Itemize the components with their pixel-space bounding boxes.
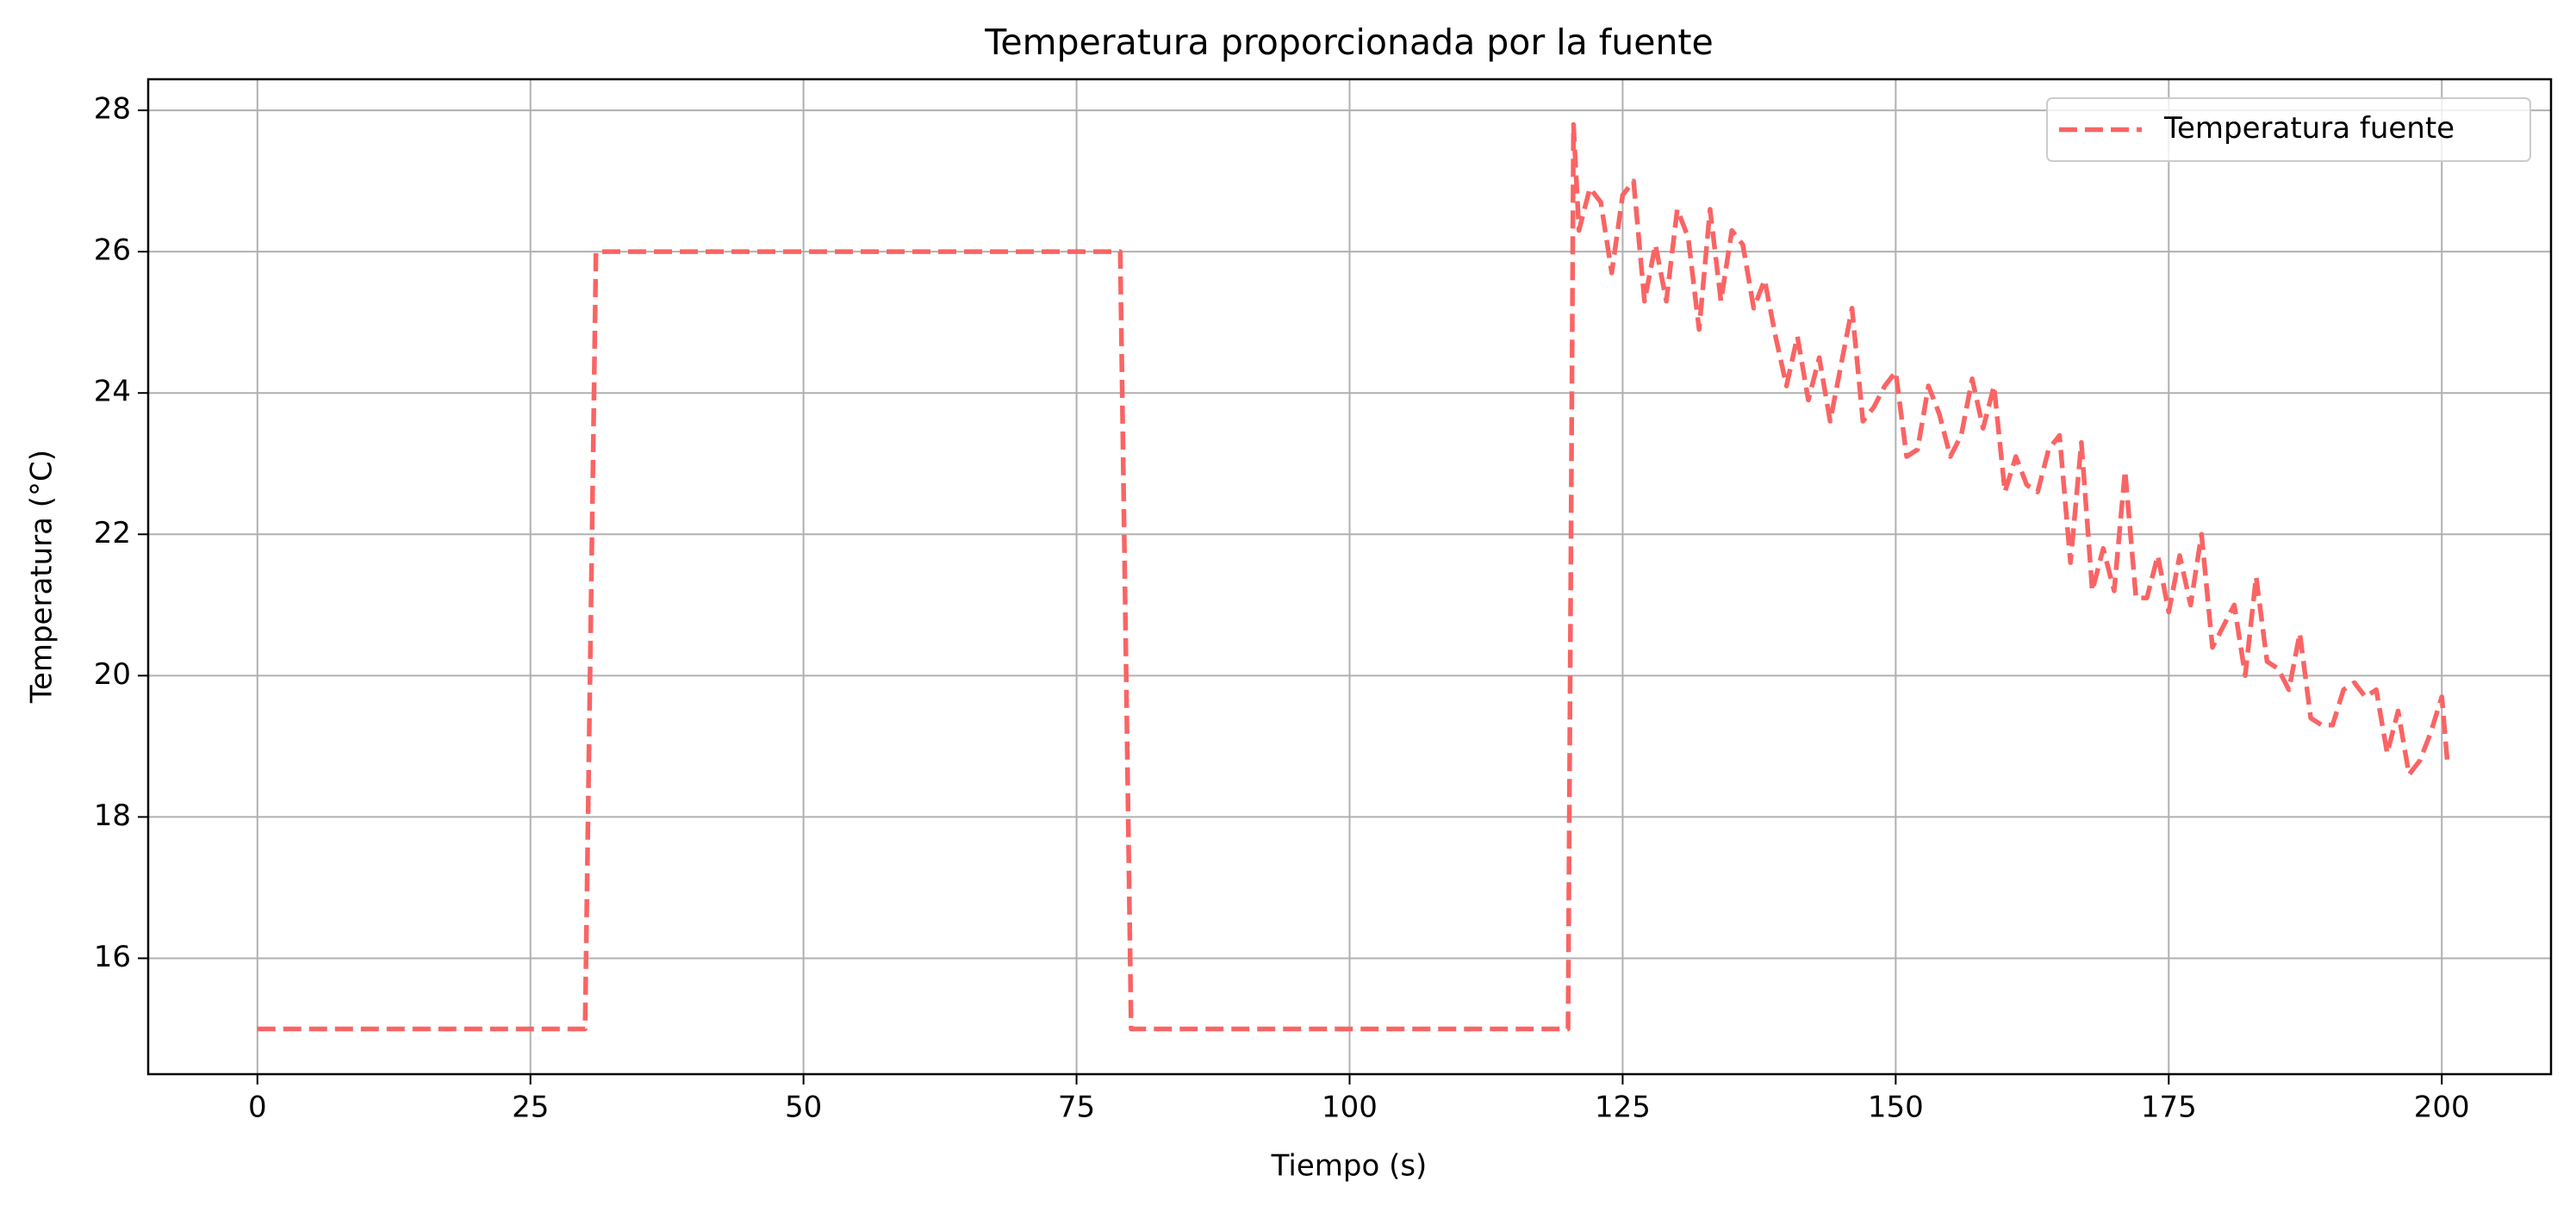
x-tick-label: 50 — [785, 1091, 822, 1125]
legend-box — [2046, 97, 2531, 162]
chart-title: Temperatura proporcionada por la fuente — [984, 22, 1713, 63]
y-tick-label: 18 — [94, 799, 131, 833]
x-tick-label: 0 — [248, 1091, 267, 1125]
y-axis-label: Temperatura (°C) — [25, 450, 59, 704]
y-tick-label: 26 — [94, 233, 131, 268]
x-axis-label: Tiempo (s) — [1271, 1149, 1428, 1184]
y-tick-label: 20 — [94, 657, 131, 692]
legend: Temperatura fuente — [2046, 97, 2531, 162]
x-tick-label: 25 — [512, 1091, 549, 1125]
x-tick-label: 175 — [2141, 1091, 2197, 1125]
y-tick-label: 22 — [94, 516, 131, 550]
x-tick-label: 200 — [2414, 1091, 2470, 1125]
x-tick-label: 125 — [1595, 1091, 1651, 1125]
x-tick-label: 75 — [1058, 1091, 1095, 1125]
plot-frame — [146, 78, 2553, 1076]
y-tick-label: 24 — [94, 375, 131, 409]
legend-label: Temperatura fuente — [2163, 111, 2455, 146]
y-tick-label: 28 — [94, 92, 131, 127]
x-tick-label: 150 — [1868, 1091, 1924, 1125]
data-line — [257, 121, 2450, 1032]
x-tick-label: 100 — [1322, 1091, 1378, 1125]
y-tick-label: 16 — [94, 940, 131, 974]
